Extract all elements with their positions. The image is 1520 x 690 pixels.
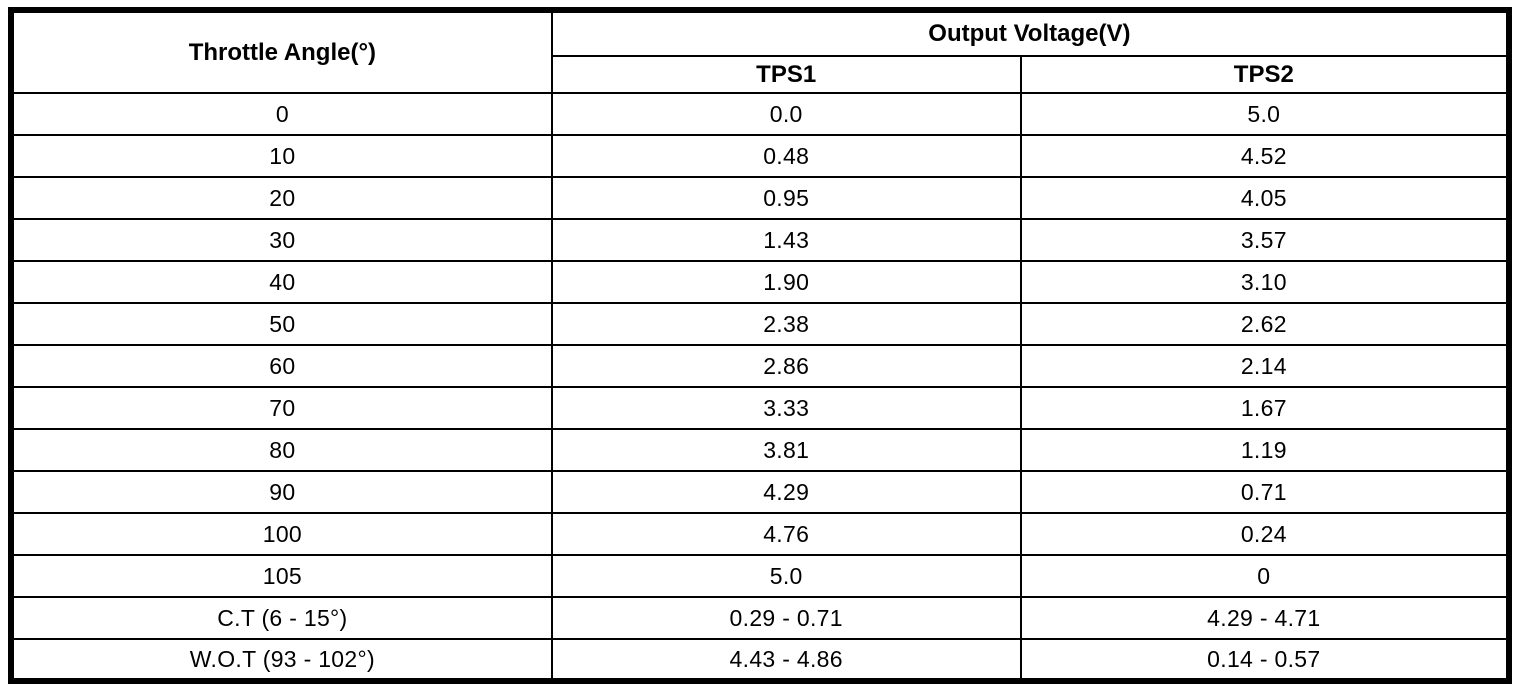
tps2-cell: 4.29 - 4.71	[1019, 596, 1511, 640]
table-row: 90 4.29 0.71	[10, 470, 1511, 514]
throttle-angle-header: Throttle Angle(°)	[10, 9, 553, 94]
angle-cell: 10	[10, 134, 553, 178]
tps1-cell: 3.33	[550, 386, 1022, 430]
tps2-cell: 2.14	[1019, 344, 1511, 388]
table-row: 0 0.0 5.0	[10, 92, 1511, 136]
angle-cell: 70	[10, 386, 553, 430]
tps1-cell: 0.48	[550, 134, 1022, 178]
angle-cell: 40	[10, 260, 553, 304]
table-row: 40 1.90 3.10	[10, 260, 1511, 304]
table-row: 30 1.43 3.57	[10, 218, 1511, 262]
tps2-cell: 4.52	[1019, 134, 1511, 178]
angle-cell: W.O.T (93 - 102°)	[10, 638, 553, 682]
tps1-cell: 4.43 - 4.86	[550, 638, 1022, 682]
angle-cell: 20	[10, 176, 553, 220]
table-row: 105 5.0 0	[10, 554, 1511, 598]
angle-cell: 60	[10, 344, 553, 388]
tps1-cell: 5.0	[550, 554, 1022, 598]
tps1-cell: 1.90	[550, 260, 1022, 304]
tps1-column-header: TPS1	[550, 55, 1022, 94]
table-row: 70 3.33 1.67	[10, 386, 1511, 430]
tps2-cell: 1.67	[1019, 386, 1511, 430]
tps2-cell: 4.05	[1019, 176, 1511, 220]
tps2-cell: 0	[1019, 554, 1511, 598]
tps1-cell: 4.29	[550, 470, 1022, 514]
tps2-cell: 2.62	[1019, 302, 1511, 346]
tps-voltage-table: Throttle Angle(°) Output Voltage(V) TPS1…	[8, 7, 1512, 684]
angle-cell: 90	[10, 470, 553, 514]
tps2-cell: 5.0	[1019, 92, 1511, 136]
angle-cell: 105	[10, 554, 553, 598]
table-row: W.O.T (93 - 102°) 4.43 - 4.86 0.14 - 0.57	[10, 638, 1511, 682]
angle-cell: 100	[10, 512, 553, 556]
angle-cell: 50	[10, 302, 553, 346]
tps1-cell: 0.0	[550, 92, 1022, 136]
table-row: 10 0.48 4.52	[10, 134, 1511, 178]
angle-cell: C.T (6 - 15°)	[10, 596, 553, 640]
tps1-cell: 0.95	[550, 176, 1022, 220]
table-body: 0 0.0 5.0 10 0.48 4.52 20 0.95 4.05 30 1.43 3.57 40 1…	[10, 92, 1511, 682]
tps1-cell: 0.29 - 0.71	[550, 596, 1022, 640]
tps2-cell: 0.24	[1019, 512, 1511, 556]
tps1-cell: 3.81	[550, 428, 1022, 472]
tps2-cell: 0.14 - 0.57	[1019, 638, 1511, 682]
tps2-cell: 3.57	[1019, 218, 1511, 262]
tps2-cell: 0.71	[1019, 470, 1511, 514]
table-row: 50 2.38 2.62	[10, 302, 1511, 346]
tps1-cell: 1.43	[550, 218, 1022, 262]
angle-cell: 30	[10, 218, 553, 262]
tps1-cell: 4.76	[550, 512, 1022, 556]
table-row: 20 0.95 4.05	[10, 176, 1511, 220]
table-row: 60 2.86 2.14	[10, 344, 1511, 388]
table-row: 80 3.81 1.19	[10, 428, 1511, 472]
angle-cell: 80	[10, 428, 553, 472]
tps1-cell: 2.38	[550, 302, 1022, 346]
tps1-cell: 2.86	[550, 344, 1022, 388]
table-header-row: Throttle Angle(°) Output Voltage(V)	[10, 9, 1511, 94]
angle-cell: 0	[10, 92, 553, 136]
table-row: C.T (6 - 15°) 0.29 - 0.71 4.29 - 4.71	[10, 596, 1511, 640]
tps2-cell: 1.19	[1019, 428, 1511, 472]
tps2-cell: 3.10	[1019, 260, 1511, 304]
output-voltage-header: Output Voltage(V)	[550, 9, 1511, 57]
table-row: 100 4.76 0.24	[10, 512, 1511, 556]
tps2-column-header: TPS2	[1019, 55, 1511, 94]
table-subheader-row: TPS1 TPS2	[11, 55, 1511, 94]
